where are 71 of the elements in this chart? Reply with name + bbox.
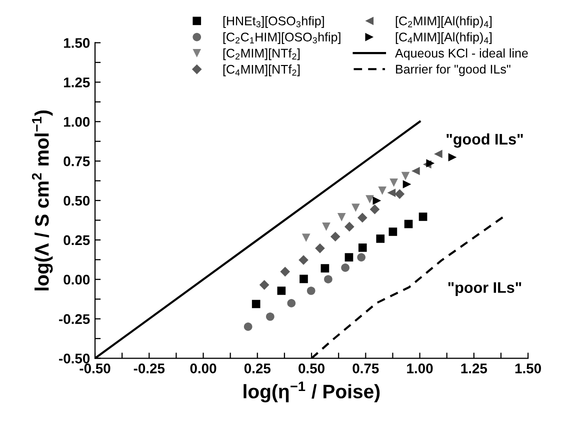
legend-label: [C$_{4}$MIM][NTf$_{2}$] — [223, 64, 300, 76]
y-axis-title: log(Λ / S cm$^{2}$ mol$^{−1}$) — [32, 110, 53, 290]
point — [300, 274, 308, 284]
point — [357, 253, 366, 262]
x-tick-label: 0.75 — [352, 364, 379, 374]
point — [426, 159, 435, 168]
point — [302, 234, 310, 242]
point — [388, 228, 398, 236]
point — [320, 264, 330, 273]
y-tick-label: 0.75 — [64, 156, 90, 166]
y-tick-label: -0.50 — [59, 354, 90, 364]
legend-label: Aqueous KCl - ideal line — [395, 48, 528, 60]
point — [358, 244, 367, 252]
point — [370, 204, 380, 214]
x-tick-label: 1.00 — [407, 364, 433, 374]
y-tick-label: 1.50 — [64, 38, 90, 48]
point — [390, 178, 398, 187]
point — [298, 255, 308, 265]
x-tick-label: -0.50 — [80, 364, 110, 374]
legend-label: [C$_{2}$C$_{1}$HIM][OSO$_{3}$hfip] — [223, 32, 340, 44]
legend-label: [C$_{4}$MIM][Al(hfip)$_{4}$] — [396, 32, 492, 44]
point — [357, 212, 368, 223]
y-tick-label: 1.00 — [64, 116, 90, 127]
point — [404, 220, 413, 228]
x-tick-label: 1.25 — [461, 364, 488, 374]
point — [330, 232, 340, 242]
point — [277, 286, 286, 295]
legend-label: [C$_{2}$MIM][Al(hfip)$_{4}$] — [396, 16, 492, 28]
point — [337, 213, 346, 222]
point — [344, 253, 354, 262]
point — [244, 322, 252, 331]
y-tick-label: 0.00 — [64, 274, 90, 285]
point — [418, 212, 428, 221]
legend-label: Barrier for "good ILs" — [396, 64, 510, 76]
point — [394, 189, 405, 199]
point — [402, 180, 412, 188]
point — [266, 312, 274, 321]
legend-label: [C$_{2}$MIM][NTf$_{2}$] — [223, 48, 300, 60]
point — [280, 266, 290, 277]
point — [378, 186, 386, 195]
annotation: "good ILs" — [446, 133, 523, 148]
point — [324, 275, 332, 284]
x-axis-title: log(η$^{−1}$ / Poise) — [244, 382, 380, 402]
y-tick-label: 0.25 — [64, 235, 90, 246]
point — [306, 286, 316, 295]
x-tick-label: 0.25 — [244, 364, 271, 374]
point — [448, 153, 457, 162]
y-tick-label: -0.25 — [59, 314, 90, 324]
x-tick-label: -0.25 — [134, 364, 165, 374]
x-tick-label: 0.00 — [190, 364, 216, 374]
point — [401, 172, 410, 180]
point — [287, 299, 296, 308]
legend-label: [HNEt$_{3}$][OSO$_{3}$hfip] — [223, 16, 324, 28]
annotation: "poor ILs" — [448, 282, 522, 296]
point — [315, 243, 325, 254]
point — [372, 196, 382, 205]
y-tick-label: 1.25 — [64, 78, 90, 88]
point — [259, 280, 270, 290]
point — [352, 204, 360, 212]
point — [344, 222, 354, 232]
x-tick-label: 1.50 — [515, 364, 541, 374]
point — [252, 300, 260, 308]
point — [376, 234, 385, 243]
point — [387, 188, 396, 197]
point — [322, 222, 330, 231]
point — [341, 264, 350, 272]
point — [366, 195, 374, 204]
y-tick-label: 0.50 — [64, 196, 90, 206]
point — [412, 166, 420, 176]
x-tick-label: 0.50 — [298, 364, 324, 374]
point — [434, 150, 442, 158]
